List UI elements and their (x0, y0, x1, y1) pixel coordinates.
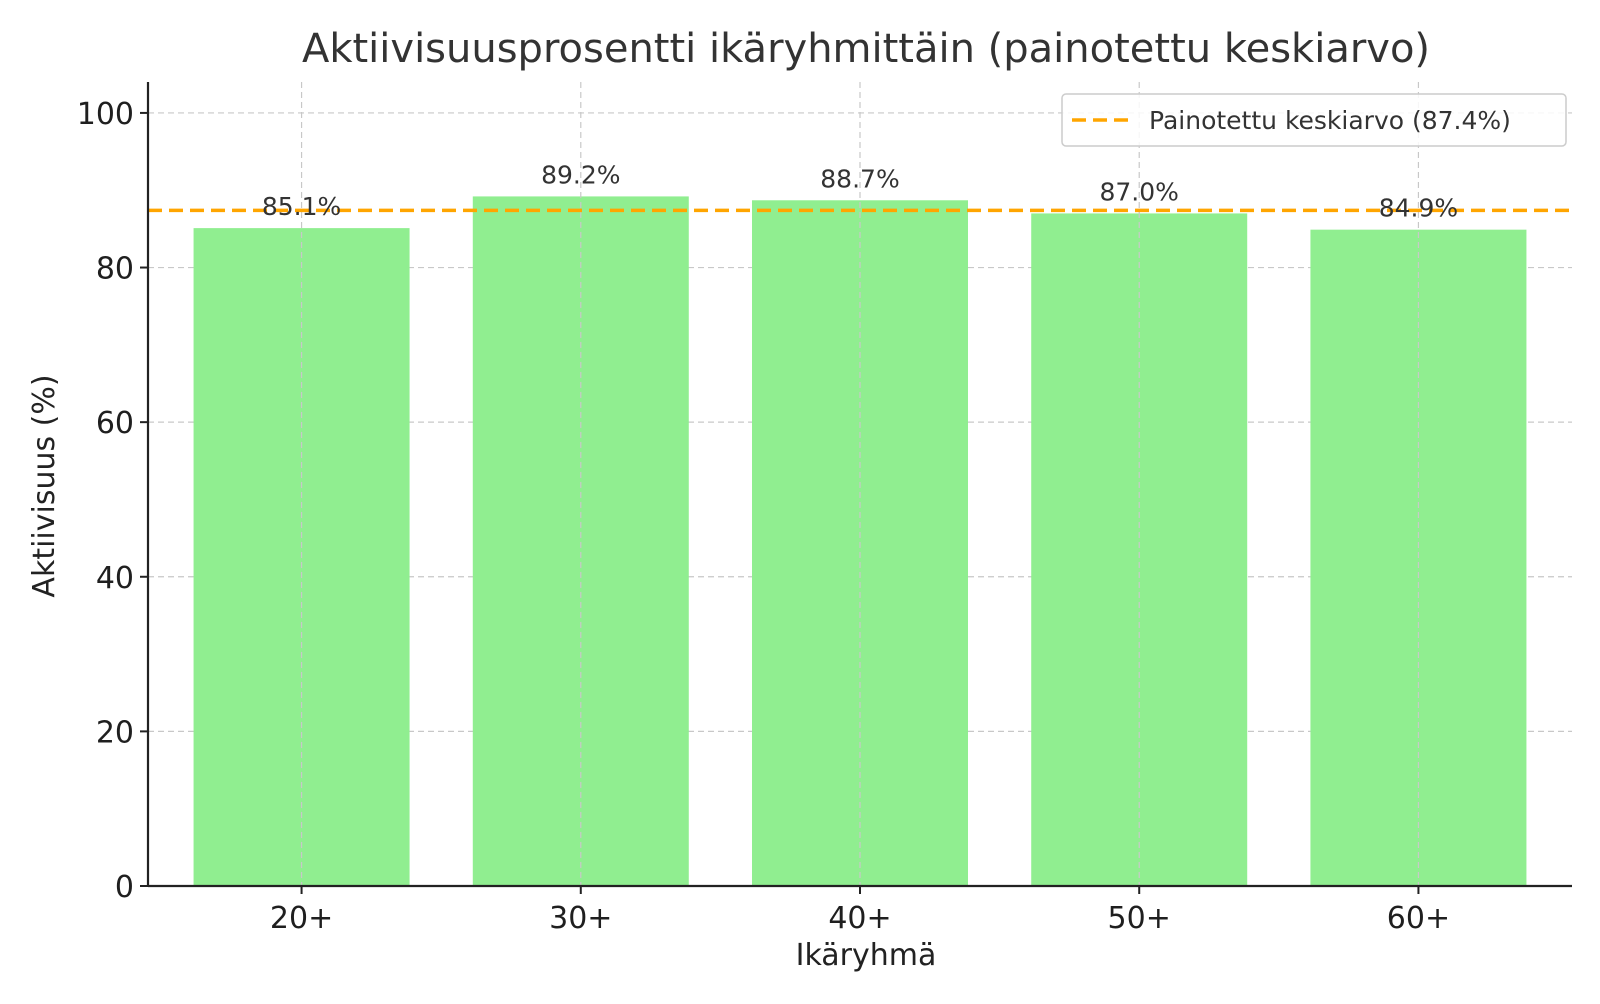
data-label: 84.9% (1379, 194, 1458, 223)
y-tick-label: 60 (96, 406, 134, 441)
tick-labels: 0 20 40 60 80 100 20+ 30+ 40+ 50+ 60+ (77, 97, 1450, 936)
legend: Painotettu keskiarvo (87.4%) (1061, 93, 1567, 147)
legend-entry-label: Painotettu keskiarvo (87.4%) (1149, 106, 1511, 135)
bar (472, 196, 689, 886)
y-tick-label: 0 (115, 870, 134, 905)
chart-title: Aktiivisuusprosentti ikäryhmittäin (pain… (302, 26, 1430, 72)
data-label: 87.0% (1100, 177, 1179, 206)
axes (140, 82, 1572, 894)
x-tick-label: 30+ (549, 901, 612, 936)
y-tick-label: 80 (96, 252, 134, 287)
x-tick-label: 20+ (270, 901, 333, 936)
x-axis-label: Ikäryhmä (796, 938, 937, 973)
data-label: 85.1% (262, 192, 341, 221)
y-tick-label: 100 (77, 97, 134, 132)
x-tick-label: 50+ (1108, 901, 1171, 936)
x-tick-label: 40+ (828, 901, 891, 936)
y-tick-label: 20 (96, 715, 134, 750)
bars (193, 82, 1527, 886)
legend-box (1061, 93, 1567, 147)
data-label: 88.7% (820, 164, 899, 193)
data-labels: 85.1% 89.2% 88.7% 87.0% 84.9% (262, 160, 1458, 222)
y-tick-label: 40 (96, 561, 134, 596)
y-axis-label: Aktiivisuus (%) (27, 374, 62, 597)
x-tick-label: 60+ (1387, 901, 1450, 936)
data-label: 89.2% (541, 160, 620, 189)
